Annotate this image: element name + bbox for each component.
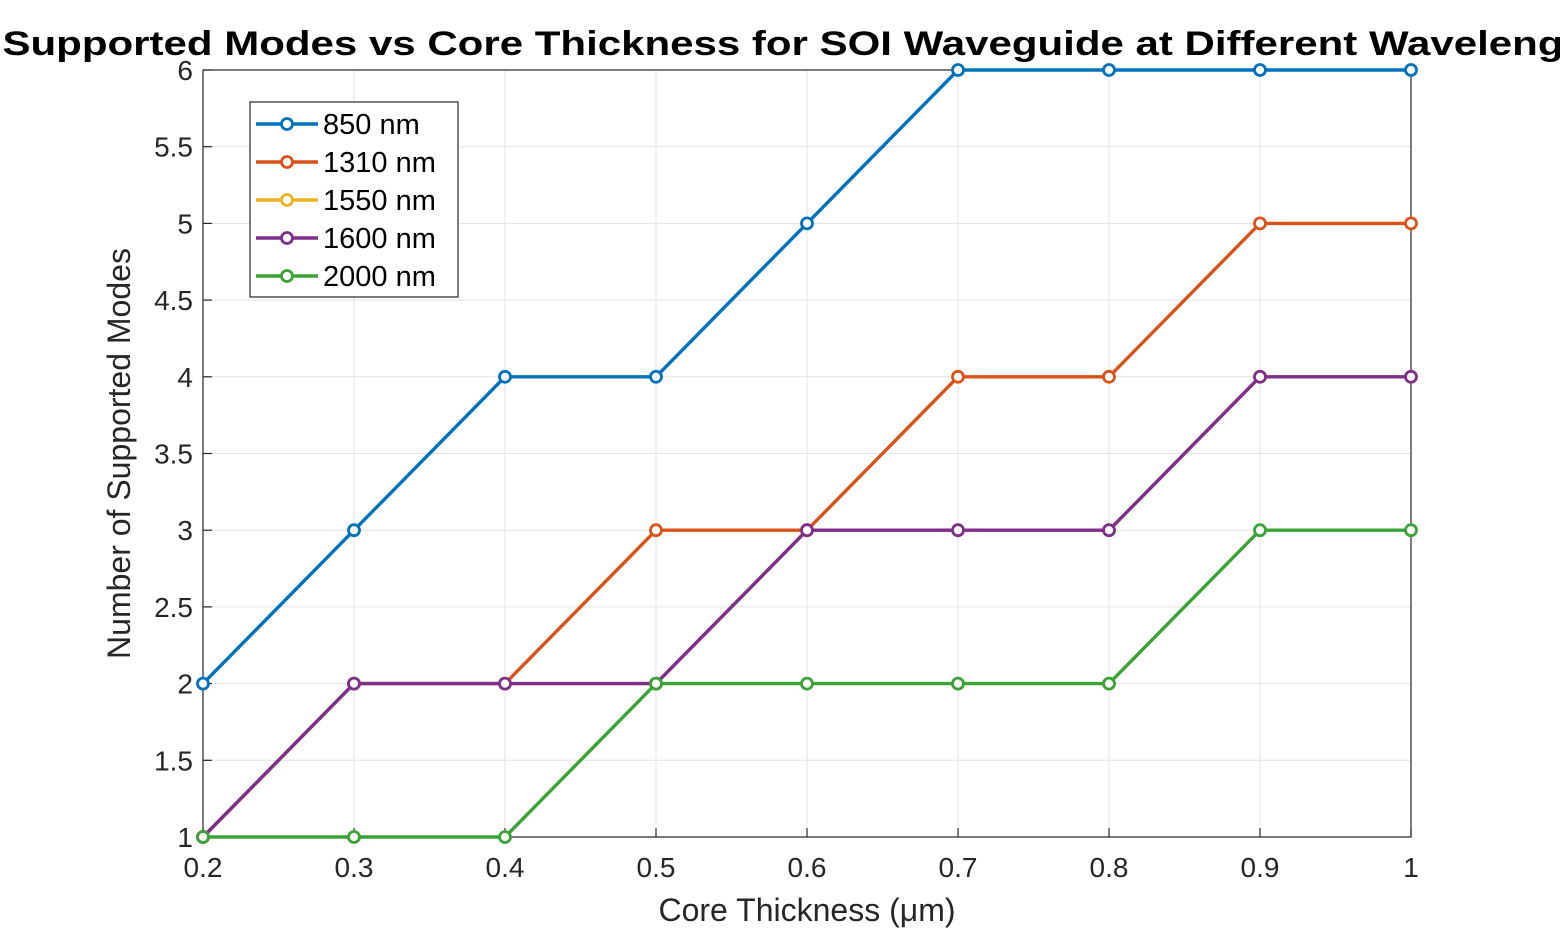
y-tick-label: 2.5 [154, 592, 193, 623]
data-point [196, 676, 210, 691]
data-point [1404, 63, 1418, 77]
data-point [1102, 523, 1116, 538]
x-tick-label: 0.3 [335, 852, 374, 883]
x-axis-label: Core Thickness (μm) [658, 892, 955, 928]
data-point [498, 369, 512, 384]
data-point [1404, 369, 1418, 384]
data-point [951, 369, 965, 384]
x-tick-label: 1 [1403, 852, 1419, 883]
legend-swatch-marker [280, 193, 294, 207]
series-5 [196, 523, 1418, 844]
legend: 850 nm 1310 nm 1550 nm 1600 nm 2000 nm [249, 101, 459, 298]
data-point [1404, 523, 1418, 538]
legend-label: 1600 nm [323, 223, 436, 255]
data-point [1253, 369, 1267, 384]
legend-swatch-marker [280, 155, 294, 169]
data-point [800, 523, 814, 538]
data-point [1102, 63, 1116, 77]
data-point [649, 676, 663, 691]
x-tick-label: 0.4 [486, 852, 525, 883]
y-tick-label: 1.5 [154, 745, 193, 776]
data-point [1253, 216, 1267, 231]
y-tick-label: 3.5 [154, 439, 193, 470]
y-tick-label: 5 [177, 208, 193, 239]
data-point [1102, 369, 1116, 384]
data-point [498, 830, 512, 844]
data-point [1404, 216, 1418, 231]
legend-entry: 1600 nm [256, 223, 436, 255]
x-tick-label: 0.6 [788, 852, 827, 883]
y-tick-label: 2 [177, 669, 193, 700]
axis-ticks: 0.2 0.3 0.4 0.5 0.6 0.7 0.8 0.9 1 1 1.5 2 2.5 3 3.5 4 4.… [154, 55, 1419, 883]
legend-swatch-marker [280, 269, 294, 283]
series-lines [196, 63, 1418, 844]
legend-swatch-marker [280, 117, 294, 131]
data-point [649, 369, 663, 384]
y-tick-label: 1 [177, 822, 193, 853]
y-tick-label: 5.5 [154, 132, 193, 163]
legend-entry: 2000 nm [256, 261, 436, 293]
legend-entry: 850 nm [256, 109, 420, 141]
legend-label: 1310 nm [323, 147, 436, 179]
series-1 [196, 63, 1418, 691]
data-point [800, 216, 814, 231]
legend-entry: 1310 nm [256, 147, 436, 179]
data-point [347, 676, 361, 691]
data-point [1102, 676, 1116, 691]
legend-label: 1550 nm [323, 185, 436, 217]
x-tick-label: 0.9 [1241, 852, 1280, 883]
data-point [1253, 63, 1267, 77]
data-point [498, 676, 512, 691]
data-point [196, 830, 210, 844]
legend-label: 2000 nm [323, 261, 436, 293]
x-tick-label: 0.5 [637, 852, 676, 883]
data-point [347, 830, 361, 844]
data-point [951, 676, 965, 691]
data-point [347, 523, 361, 538]
data-point [1253, 523, 1267, 538]
y-tick-label: 6 [177, 55, 193, 86]
x-tick-label: 0.2 [184, 852, 223, 883]
x-tick-label: 0.7 [939, 852, 978, 883]
data-point [800, 676, 814, 691]
data-point [951, 523, 965, 538]
x-tick-label: 0.8 [1090, 852, 1129, 883]
legend-swatch-marker [280, 231, 294, 245]
y-tick-label: 4 [177, 362, 193, 393]
y-axis-label: Number of Supported Modes [101, 248, 137, 659]
chart-title: Supported Modes vs Core Thickness for SO… [3, 25, 1560, 63]
legend-entry: 1550 nm [256, 185, 436, 217]
legend-label: 850 nm [323, 109, 420, 141]
data-point [951, 63, 965, 77]
y-tick-label: 4.5 [154, 285, 193, 316]
data-point [649, 523, 663, 538]
y-tick-label: 3 [177, 515, 193, 546]
